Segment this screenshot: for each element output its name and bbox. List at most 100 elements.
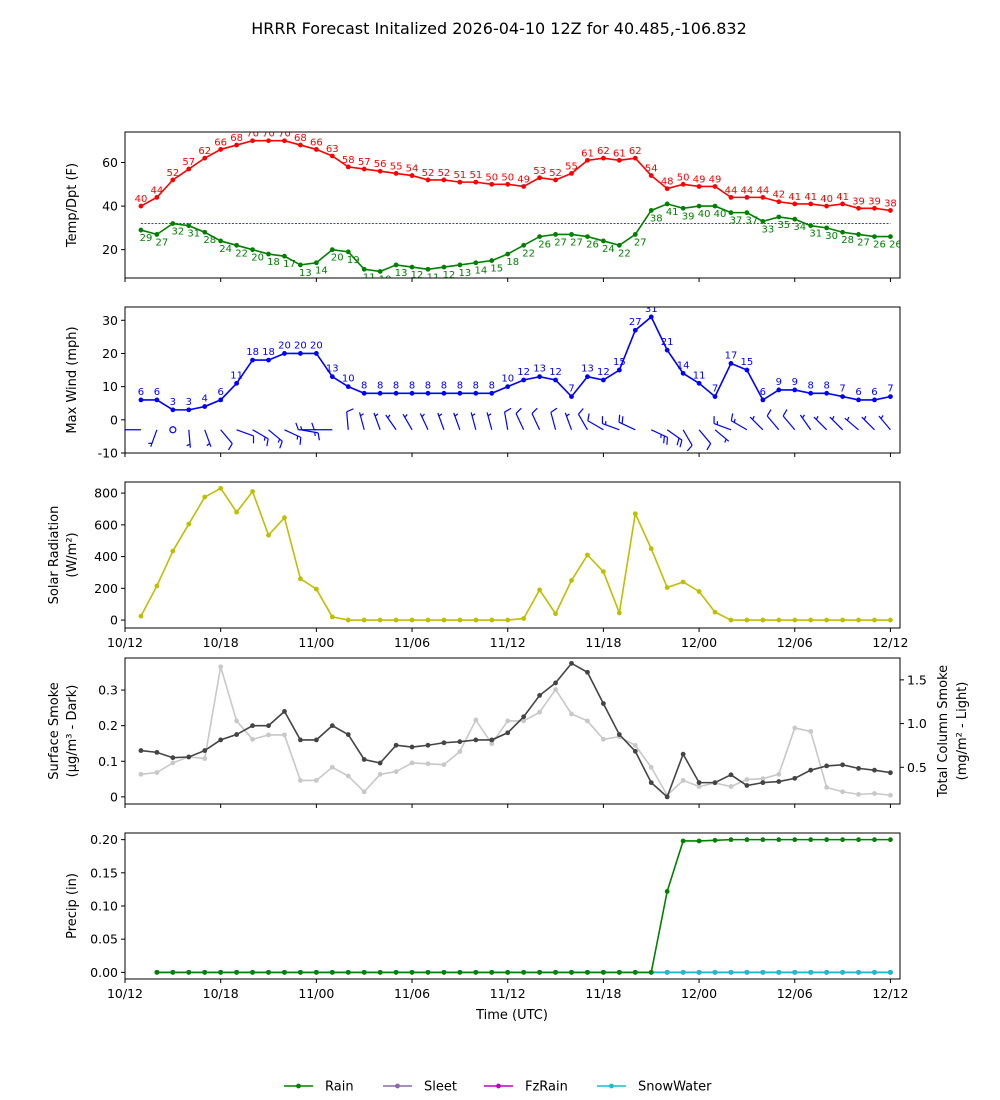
data-point <box>680 579 686 585</box>
temp-data-label: 49 <box>693 174 706 185</box>
data-point <box>409 760 415 766</box>
data-point <box>696 969 702 975</box>
temp-data-label: 52 <box>549 168 562 179</box>
data-point <box>377 269 383 274</box>
dewpoint-data-label: 37 <box>730 216 743 227</box>
data-point <box>361 789 367 795</box>
data-point <box>553 680 558 686</box>
temp-data-label: 70 <box>246 129 259 140</box>
dewpoint-data-label: 28 <box>203 235 216 246</box>
figure-title: HRRR Forecast Initalized 2026-04-10 12Z … <box>251 19 747 38</box>
wind-barb <box>268 429 283 449</box>
data-point <box>648 780 654 786</box>
barb-half <box>314 432 316 437</box>
data-point <box>585 157 590 163</box>
data-point <box>154 583 160 589</box>
wind-barb <box>346 408 354 430</box>
data-point <box>728 784 734 789</box>
data-point <box>138 771 144 777</box>
data-point <box>329 969 335 975</box>
dewpoint-data-label: 28 <box>841 235 854 246</box>
data-point <box>872 837 877 843</box>
data-point <box>616 242 622 248</box>
data-point <box>664 186 670 192</box>
data-point <box>361 617 367 623</box>
y-tick-label: 30 <box>102 313 118 328</box>
data-point <box>457 739 463 745</box>
data-point <box>808 969 814 975</box>
data-point <box>553 377 558 383</box>
wind-data-label: 9 <box>792 377 798 388</box>
data-point <box>393 390 399 396</box>
temp-data-label: 52 <box>422 168 435 179</box>
data-point <box>218 664 224 670</box>
data-point <box>680 751 686 757</box>
data-point <box>696 203 702 209</box>
data-point <box>585 718 590 724</box>
data-point <box>696 380 702 386</box>
data-point <box>441 617 447 623</box>
panel-smoke: 0 0.1 0.2 0.3 Surface Smoke (μg/m³ - Dark) 0.5… <box>47 657 970 808</box>
data-point <box>313 969 319 975</box>
data-point <box>872 791 877 796</box>
data-point <box>377 969 383 975</box>
data-point <box>696 784 702 789</box>
temp-data-label: 52 <box>166 168 179 179</box>
dewpoint-data-label: 20 <box>251 253 264 264</box>
data-point <box>632 969 638 975</box>
wind-data-label: 21 <box>661 337 674 348</box>
data-point <box>282 969 287 975</box>
barb-half <box>387 414 391 419</box>
data-point <box>441 969 447 975</box>
data-point <box>600 569 606 575</box>
data-point <box>569 660 574 666</box>
data-point <box>329 723 335 729</box>
dewpoint-data-label: 30 <box>825 231 838 242</box>
data-point <box>521 184 527 189</box>
x-tick-label: 11/12 <box>490 986 526 1001</box>
dewpoint-data-label: 32 <box>171 227 184 238</box>
y-axis-label: Surface Smoke <box>47 682 62 780</box>
data-point <box>329 764 335 770</box>
data-point <box>744 969 750 975</box>
data-point <box>202 404 208 409</box>
temp-data-label: 41 <box>804 192 817 203</box>
barb-shaft <box>515 413 525 431</box>
dewpoint-data-label: 38 <box>650 213 663 224</box>
data-point <box>664 889 670 894</box>
data-point <box>824 225 830 231</box>
wind-data-label: 8 <box>377 380 383 391</box>
barb-full <box>550 407 558 413</box>
temp-data-label: 44 <box>725 185 738 196</box>
x-tick-label: 11/06 <box>394 635 430 650</box>
data-point <box>505 181 511 187</box>
wind-barb <box>402 413 413 431</box>
wind-data-label: 11 <box>230 370 243 381</box>
data-point <box>186 223 192 229</box>
y-axis-label: Temp/Dpt (F) <box>65 163 80 248</box>
y-tick-label: 10 <box>102 379 118 394</box>
data-point <box>600 701 606 706</box>
barb-full <box>676 437 680 446</box>
wind-barb <box>186 429 191 448</box>
dewpoint-data-label: 18 <box>267 257 280 268</box>
data-point <box>361 390 367 396</box>
barb-half <box>733 418 736 423</box>
series-line <box>140 139 891 212</box>
data-point <box>250 138 255 144</box>
data-point <box>521 969 527 975</box>
data-point <box>313 260 319 266</box>
y-tick-label: 600 <box>94 517 118 532</box>
wind-data-label: 6 <box>217 387 223 398</box>
barb-full <box>311 422 315 430</box>
data-point <box>489 181 495 187</box>
data-point <box>282 253 287 259</box>
data-point <box>266 251 271 257</box>
data-point <box>521 616 527 621</box>
data-point <box>824 784 830 790</box>
temp-data-label: 57 <box>182 157 195 168</box>
temp-data-label: 61 <box>613 148 626 159</box>
legend-swatch-marker <box>496 1083 501 1089</box>
data-point <box>266 138 271 144</box>
barb-shaft <box>236 429 254 437</box>
